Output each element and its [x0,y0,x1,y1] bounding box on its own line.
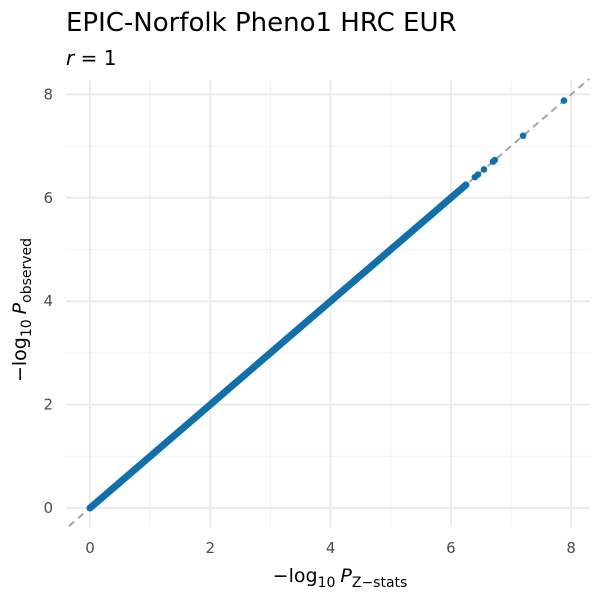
x-axis-title-prefix: −log [273,565,318,587]
x-tick-label: 2 [206,539,216,557]
x-axis-title-base: 10 [318,575,336,591]
data-point [480,166,488,173]
data-point [474,171,482,178]
x-tick-label: 6 [446,539,456,557]
plot-panel [66,78,590,527]
data-points [462,97,568,189]
y-tick-label: 0 [43,499,53,517]
subtitle-symbol: r [66,46,76,70]
y-tick-label: 8 [43,85,53,103]
x-tick-label: 0 [85,539,95,557]
x-axis-title-subscript: Z−stats [352,575,407,591]
data-point [462,181,470,189]
y-axis-title: −log10 Pobserved [9,238,35,382]
data-point [491,156,499,164]
data-point [560,97,568,104]
x-tick-label: 8 [566,539,576,557]
subtitle-value: = 1 [74,46,116,70]
dense-points-band [86,181,470,512]
grid-major [66,80,590,527]
y-axis-title-var: P [9,302,31,314]
y-tick-label: 6 [43,189,53,207]
y-tick-label: 4 [43,292,53,310]
x-axis-ticks: 0 2 4 6 8 [85,539,576,557]
chart-title: EPIC-Norfolk Pheno1 HRC EUR [66,8,457,38]
y-axis-ticks: 0 2 4 6 8 [43,85,53,517]
y-axis-title-prefix: −log [9,337,31,382]
x-axis-title: −log10 PZ−stats [273,565,408,591]
y-tick-label: 2 [43,396,53,414]
x-tick-label: 4 [326,539,336,557]
chart-subtitle: r = 1 [66,46,116,70]
x-axis-title-var: P [340,565,352,587]
data-point [519,132,527,140]
y-axis-title-base: 10 [19,319,35,337]
y-axis-title-subscript: observed [19,238,35,303]
